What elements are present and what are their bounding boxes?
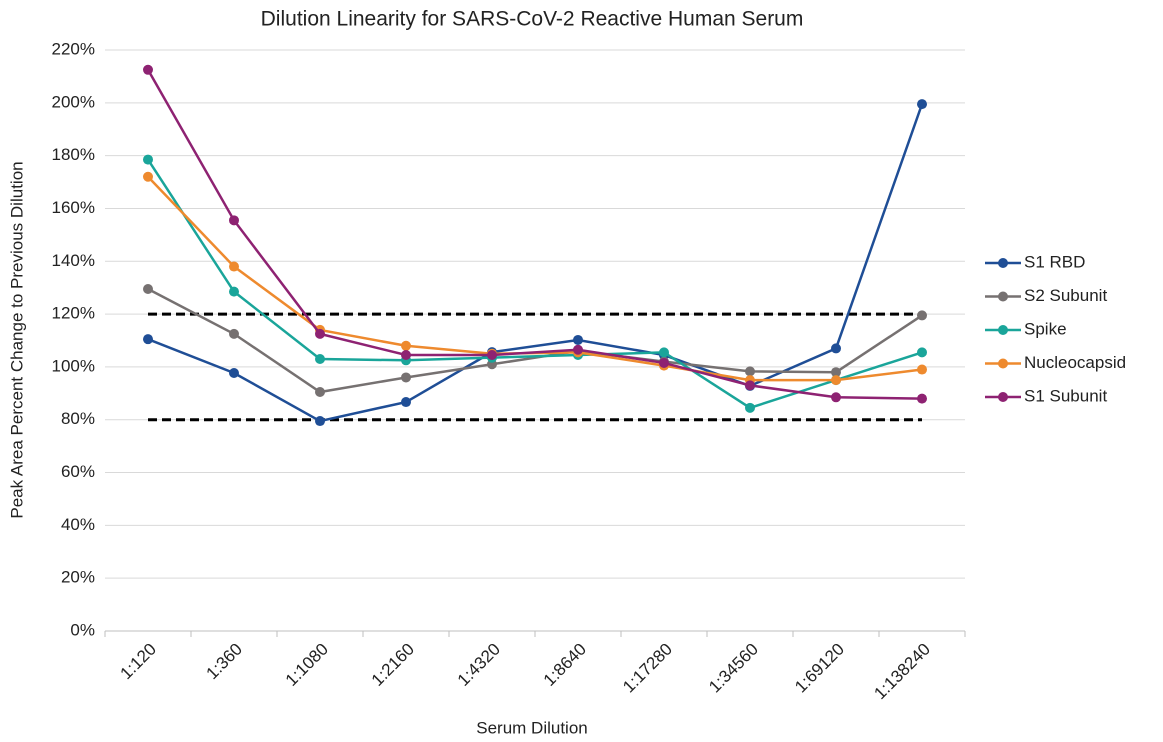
legend-marker [998,358,1008,369]
y-tick-label: 80% [61,409,95,428]
data-point [831,375,841,386]
x-tick-label: 1:138240 [870,640,934,704]
legend-marker [998,392,1008,402]
y-tick-label: 100% [52,356,95,375]
data-point [143,64,153,75]
x-tick-label: 1:120 [116,640,160,684]
y-tick-label: 120% [52,304,95,323]
y-tick-label: 20% [61,568,95,587]
data-point [745,380,755,391]
series-line [146,158,923,410]
data-point [401,340,411,351]
data-point [143,334,153,345]
legend-label: Nucleocapsid [1024,353,1126,372]
y-tick-label: 220% [52,39,95,58]
x-tick-label: 1:4320 [454,640,504,690]
data-point [315,353,325,364]
legend-marker [998,291,1008,302]
chart-title: Dilution Linearity for SARS-CoV-2 Reacti… [261,8,804,31]
data-point [487,350,497,361]
data-point [229,367,239,378]
y-tick-label: 0% [70,620,95,639]
data-point [401,397,411,408]
series-line [147,175,923,382]
data-point [229,215,239,226]
legend-label: S1 RBD [1024,252,1085,271]
y-tick-label: 40% [61,515,95,534]
data-point [573,344,583,355]
data-point [917,99,927,110]
data-point [917,347,927,358]
x-tick-label: 1:1080 [282,640,332,690]
y-tick-label: 160% [52,198,95,217]
y-tick-label: 60% [61,462,95,481]
data-point [917,364,927,375]
data-point [315,386,325,397]
data-point [315,328,325,339]
data-point [831,343,841,354]
data-point [745,402,755,413]
legend-label: S1 Subunit [1024,386,1107,405]
data-point [659,357,669,368]
data-point [745,366,755,377]
data-point [659,347,669,358]
legend-marker [998,258,1008,268]
data-point [143,171,153,182]
data-point [573,334,583,345]
y-axis-label: Peak Area Percent Change to Previous Dil… [7,161,26,518]
data-point [143,284,153,295]
series-line [147,103,924,423]
x-tick-label: 1:2160 [368,640,418,690]
data-point [401,372,411,383]
x-tick-label: 1:8640 [540,640,590,690]
data-point [229,261,239,272]
x-tick-label: 1:17280 [619,640,676,697]
data-point [229,328,239,339]
data-point [401,350,411,361]
legend-label: Spike [1024,319,1067,338]
data-point [917,393,927,404]
y-tick-label: 140% [52,251,95,270]
series-line [146,69,923,400]
y-tick-label: 200% [52,92,95,111]
x-tick-label: 1:360 [202,640,246,684]
x-tick-label: 1:69120 [791,640,848,697]
data-point [315,416,325,427]
y-tick-label: 180% [52,145,95,164]
data-point [831,367,841,378]
legend-label: S2 Subunit [1024,286,1107,305]
x-tick-label: 1:34560 [705,640,762,697]
data-point [831,392,841,403]
series-line [147,287,923,394]
data-point [143,154,153,165]
x-axis-label: Serum Dilution [476,718,588,737]
legend-marker [998,325,1008,335]
data-point [917,310,927,321]
data-point [229,286,239,297]
